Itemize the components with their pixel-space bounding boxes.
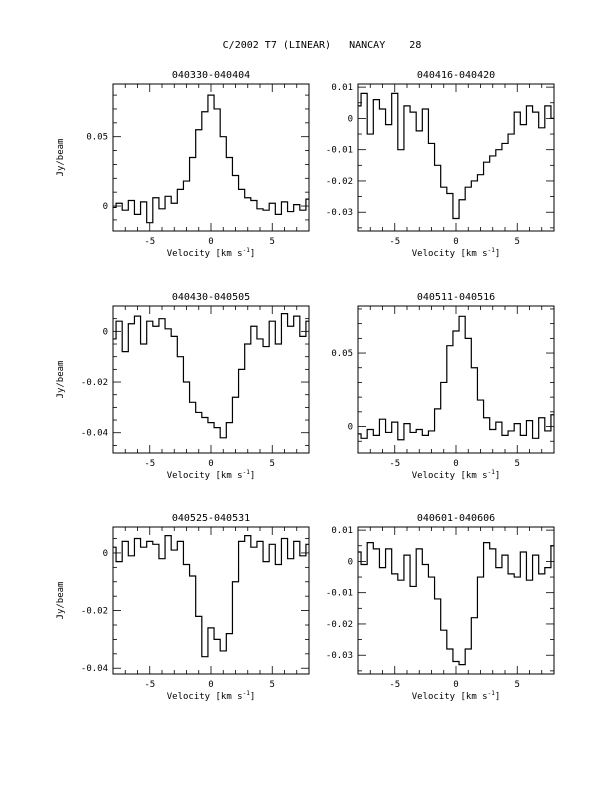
spectrum-line — [113, 94, 309, 224]
y-tick-label: -0.01 — [326, 589, 353, 599]
y-tick-label: -0.02 — [81, 607, 108, 617]
x-axis-label: Velocity [km s-1] — [412, 247, 501, 259]
y-tick-label: 0.01 — [331, 83, 353, 93]
y-axis-label: Jy/beam — [56, 582, 66, 620]
spectrum-panel-5: 040525-040531 -5 0 5 0 -0.02 -0.04 Velocity [km… — [56, 513, 310, 702]
x-tick-label: 5 — [270, 680, 275, 690]
spectrum-line — [358, 92, 554, 220]
x-tick-label: 0 — [208, 237, 213, 247]
y-tick-label: 0 — [348, 557, 353, 567]
y-tick-label: -0.02 — [326, 177, 353, 187]
panel-title: 040511-040516 — [417, 292, 495, 303]
x-tick-label: -5 — [389, 237, 400, 247]
panel-title: 040430-040505 — [172, 292, 250, 303]
spectrum-line — [358, 315, 554, 441]
spectrum-panel-4: 040511-040516 -5 0 5 0 0.05 Velocity [km s-1] — [331, 292, 555, 481]
y-tick-label: -0.03 — [326, 208, 353, 218]
x-axis-label: Velocity [km s-1] — [167, 247, 256, 259]
spectrum-panel-6: 040601-040606 -5 0 5 0.01 0 -0.01 -0.02 -0.03 Vel… — [326, 513, 555, 702]
spectrum-line — [113, 313, 309, 439]
plot-frame — [112, 526, 310, 675]
y-tick-label: 0.05 — [86, 133, 108, 143]
x-axis-label: Velocity [km s-1] — [412, 469, 501, 481]
panel-title: 040416-040420 — [417, 70, 495, 81]
y-tick-label: 0.01 — [331, 526, 353, 536]
y-tick-label: -0.04 — [81, 664, 108, 674]
x-tick-label: 0 — [208, 680, 213, 690]
spectrum-line — [358, 542, 554, 666]
y-tick-label: 0 — [103, 202, 108, 212]
plot-frame — [112, 83, 310, 232]
panel-title: 040601-040606 — [417, 513, 495, 524]
x-tick-label: -5 — [389, 459, 400, 469]
x-tick-label: 0 — [453, 459, 458, 469]
page-title: C/2002 T7 (LINEAR) NANCAY 28 — [223, 40, 422, 51]
y-axis-label: Jy/beam — [56, 361, 66, 399]
y-tick-label: -0.02 — [326, 620, 353, 630]
spectrum-panel-3: 040430-040505 -5 0 5 0 -0.02 -0.04 Velocity [km… — [56, 292, 310, 481]
plot-frame — [357, 305, 555, 454]
panel-title: 040330-040404 — [172, 70, 250, 81]
x-tick-label: -5 — [144, 680, 155, 690]
y-tick-label: 0 — [348, 423, 353, 433]
x-tick-label: 0 — [453, 680, 458, 690]
x-axis-label: Velocity [km s-1] — [412, 690, 501, 702]
y-tick-label: -0.04 — [81, 429, 108, 439]
y-tick-label: -0.03 — [326, 651, 353, 661]
y-tick-label: -0.01 — [326, 146, 353, 156]
x-tick-label: 0 — [453, 237, 458, 247]
x-tick-label: 5 — [515, 237, 520, 247]
spectrum-panel-2: 040416-040420 -5 0 5 0.01 0 -0.01 -0.02 -0.03 Vel… — [326, 70, 555, 259]
x-tick-label: 5 — [515, 459, 520, 469]
y-tick-label: 0.05 — [331, 349, 353, 359]
x-tick-label: -5 — [144, 459, 155, 469]
x-axis-label: Velocity [km s-1] — [167, 469, 256, 481]
y-tick-label: -0.02 — [81, 378, 108, 388]
x-tick-label: 5 — [515, 680, 520, 690]
y-tick-label: 0 — [103, 549, 108, 559]
spectrum-line — [113, 535, 309, 658]
y-tick-label: 0 — [103, 327, 108, 337]
x-tick-label: 0 — [208, 459, 213, 469]
x-tick-label: 5 — [270, 237, 275, 247]
x-tick-label: -5 — [144, 237, 155, 247]
y-tick-label: 0 — [348, 114, 353, 124]
plot-frame — [112, 305, 310, 454]
x-axis-label: Velocity [km s-1] — [167, 690, 256, 702]
x-tick-label: 5 — [270, 459, 275, 469]
spectrum-panel-1: 040330-040404 -5 0 5 0 0.05 Velocity [km s-1] J… — [56, 70, 310, 259]
plot-frame — [357, 83, 555, 232]
x-tick-label: -5 — [389, 680, 400, 690]
y-axis-label: Jy/beam — [56, 139, 66, 177]
panel-title: 040525-040531 — [172, 513, 250, 524]
